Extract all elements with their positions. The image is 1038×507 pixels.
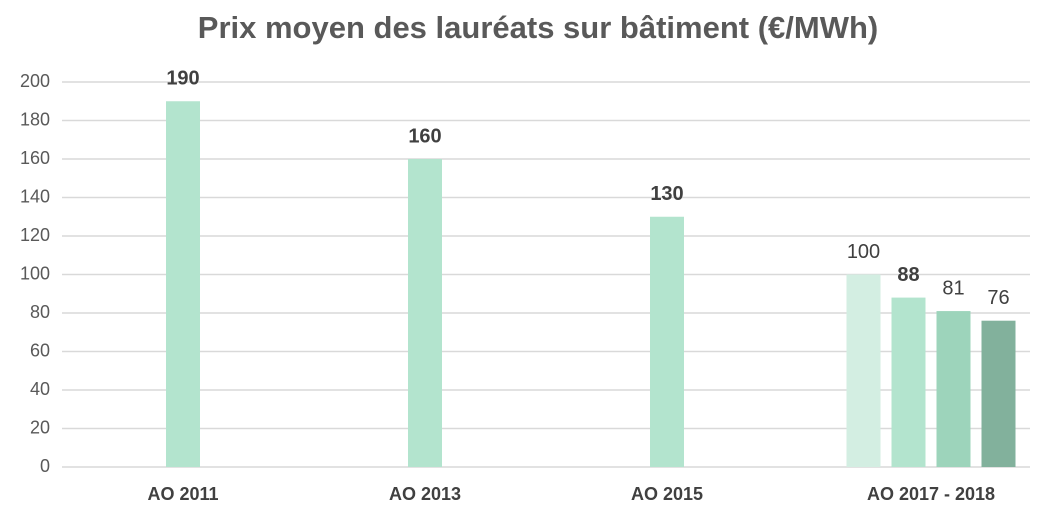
- bar: [408, 159, 442, 467]
- y-tick-label: 0: [40, 456, 50, 476]
- bar: [166, 101, 200, 467]
- y-tick-label: 180: [20, 109, 50, 129]
- x-tick-label: AO 2013: [389, 484, 461, 504]
- x-tick-label: AO 2015: [631, 484, 703, 504]
- y-tick-label: 100: [20, 263, 50, 283]
- y-tick-label: 60: [30, 340, 50, 360]
- y-tick-label: 80: [30, 302, 50, 322]
- y-tick-label: 200: [20, 71, 50, 91]
- bar: [650, 216, 684, 467]
- y-tick-label: 20: [30, 417, 50, 437]
- data-label: 160: [408, 125, 441, 147]
- bar: [891, 297, 926, 467]
- data-label: 81: [942, 277, 964, 299]
- y-tick-label: 120: [20, 225, 50, 245]
- x-tick-label: AO 2017 - 2018: [867, 484, 995, 504]
- y-tick-label: 160: [20, 148, 50, 168]
- y-tick-label: 140: [20, 186, 50, 206]
- chart-title: Prix moyen des lauréats sur bâtiment (€/…: [198, 10, 878, 45]
- y-tick-label: 40: [30, 379, 50, 399]
- data-label: 76: [987, 287, 1009, 309]
- bar: [936, 311, 971, 467]
- x-tick-label: AO 2011: [147, 484, 218, 504]
- bar: [846, 274, 881, 467]
- data-label: 100: [847, 241, 880, 263]
- data-label: 88: [897, 264, 919, 286]
- bar: [981, 320, 1016, 467]
- data-label: 130: [650, 183, 683, 205]
- data-label: 190: [166, 68, 199, 90]
